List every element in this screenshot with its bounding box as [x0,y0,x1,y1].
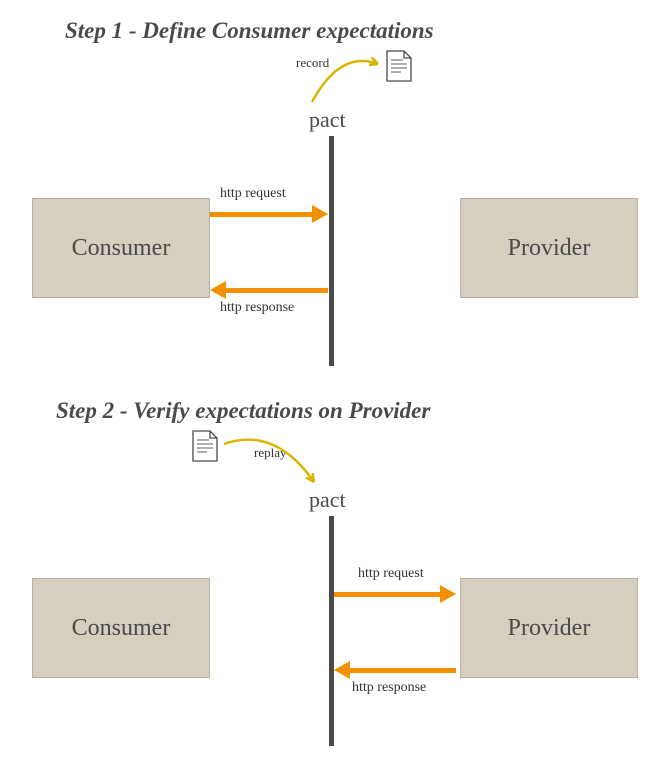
record-arrow-curve [300,38,390,114]
step2-consumer-box: Consumer [32,578,210,678]
replay-arrow-curve [212,414,326,494]
step1-http-request-label: http request [220,186,286,202]
step1-vertical-line [329,136,334,366]
provider-label: Provider [508,235,591,262]
step2-vertical-line [329,516,334,746]
consumer-label: Consumer [72,615,171,642]
consumer-label: Consumer [72,235,171,262]
step2-provider-box: Provider [460,578,638,678]
step1-http-response-label: http response [220,300,294,316]
step1-consumer-box: Consumer [32,198,210,298]
step2-http-response-label: http response [352,680,426,696]
step2-http-request-label: http request [358,566,424,582]
step1-provider-box: Provider [460,198,638,298]
diagram-canvas: Step 1 - Define Consumer expectations pa… [0,0,668,774]
provider-label: Provider [508,615,591,642]
